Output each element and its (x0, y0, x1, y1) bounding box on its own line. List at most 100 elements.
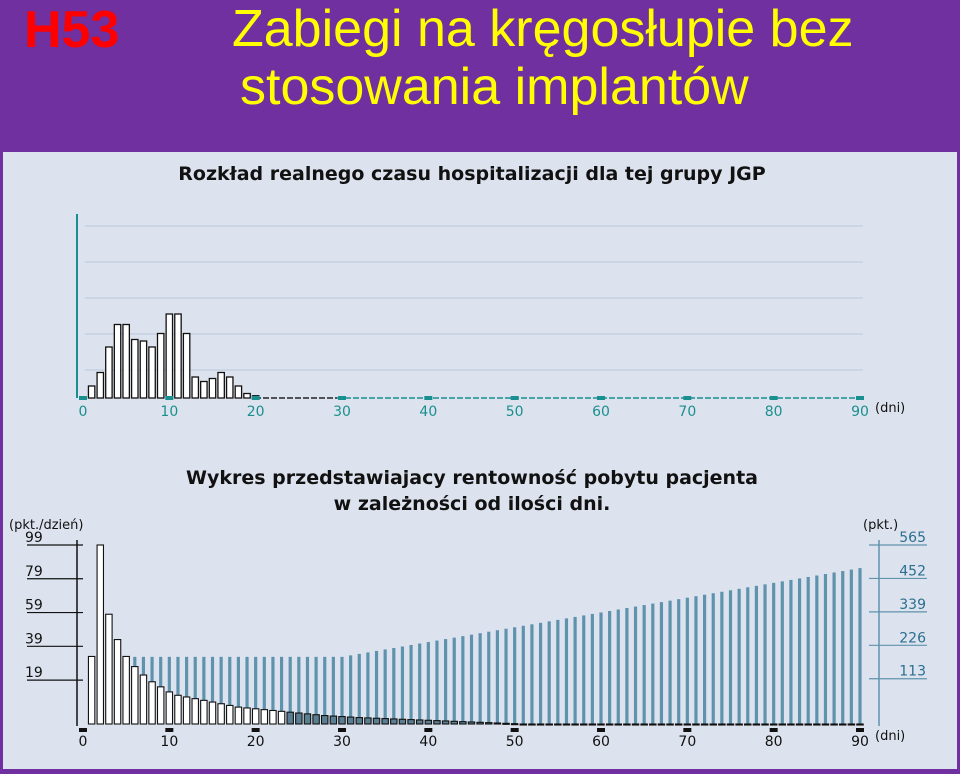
chart1-bar (96, 371, 105, 399)
chart2-bar-daily (579, 723, 588, 726)
chart2-bar-daily (838, 723, 847, 726)
chart2-x-tick-label: 60 (592, 734, 610, 750)
chart2-bar-cumulative (633, 606, 638, 724)
chart2-bar-cumulative (556, 619, 560, 724)
chart2-bar-daily (830, 723, 838, 726)
chart1-x-tick-label: 90 (851, 404, 869, 420)
chart2-bar-cumulative (703, 594, 707, 724)
chart1-bar (105, 346, 113, 399)
chart2-x-tick-mark (424, 728, 433, 732)
chart2-bar-cumulative (608, 610, 612, 724)
chart2-x-tick-mark (510, 728, 519, 732)
chart1-x-tick-label: 60 (592, 404, 610, 420)
chart2-bar-daily (467, 721, 476, 725)
chart2-bar-cumulative (262, 656, 266, 724)
chart2-right-tick-label: 113 (899, 664, 926, 680)
chart2-bar-cumulative (685, 597, 689, 724)
chart2-bar-cumulative (815, 575, 819, 724)
chart2-bar-daily (165, 691, 174, 725)
chart2-left-tick-label: 39 (25, 631, 43, 647)
chart2-bar-daily (407, 719, 415, 725)
chart2-x-tick-mark (597, 728, 605, 732)
chart2-bar-cumulative (504, 628, 508, 724)
chart2-bar-daily (269, 709, 277, 725)
chart2-bar-daily (804, 723, 812, 726)
chart2-bar-cumulative (806, 576, 810, 724)
slide-title-line2: stosowania implantów (240, 58, 749, 116)
chart2-bar-cumulative (176, 656, 180, 724)
chart2-bar-cumulative (331, 656, 335, 724)
chart2-x-tick-mark (856, 728, 864, 732)
chart2-bar-daily (338, 716, 346, 725)
chart2-bar-cumulative (228, 656, 232, 724)
chart1-x-tick-mark (510, 396, 519, 400)
chart2-bar-daily (519, 723, 528, 726)
chart2-bar-daily (674, 723, 683, 726)
chart2-bar-daily (441, 720, 450, 725)
chart2-bar-cumulative (616, 609, 620, 724)
chart1-x-tick-label: 40 (419, 404, 437, 420)
chart2-bar-cumulative (185, 656, 189, 724)
chart2-bar-cumulative (797, 578, 802, 724)
chart1-bar (165, 313, 174, 399)
chart2-bar-daily (726, 723, 735, 726)
chart2-bar-cumulative (547, 621, 551, 724)
chart2-bar-daily (372, 717, 381, 725)
chart2-x-tick-mark (769, 728, 778, 732)
chart2-right-tick-label: 339 (899, 597, 926, 613)
chart2-bar-daily (415, 719, 424, 725)
chart2-x-unit: (dni) (875, 729, 905, 744)
chart2-bar-daily (217, 703, 225, 725)
chart2-x-tick-label: 0 (79, 734, 88, 750)
chart2-bar-cumulative (564, 618, 569, 724)
chart2-bar-daily (139, 674, 148, 725)
chart2-bar-daily (390, 718, 398, 725)
chart2-bar-cumulative (746, 587, 750, 724)
chart2-right-tick-label: 452 (899, 563, 926, 579)
chart2-bar-cumulative (737, 588, 741, 724)
chart2-bar-daily (208, 701, 217, 725)
chart1-x-tick-mark (424, 396, 433, 400)
chart2-bar-cumulative (487, 631, 491, 724)
chart2-bar-cumulative (590, 613, 594, 724)
chart2-bar-cumulative (754, 585, 758, 724)
chart2-bar-cumulative (444, 639, 448, 724)
chart2-bar-cumulative (323, 656, 327, 724)
chart1-bar (113, 323, 122, 399)
chart2-bar-cumulative (642, 605, 646, 724)
chart2-bar-cumulative (694, 596, 698, 724)
chart2-bar-cumulative (452, 637, 456, 724)
chart2-bar-cumulative (711, 593, 715, 724)
chart2-x-tick-mark (79, 728, 87, 732)
chart2-bar-cumulative (720, 591, 724, 724)
chart2-bar-daily (778, 723, 787, 726)
chart1-bar (182, 332, 191, 399)
chart2-bar-cumulative (841, 571, 845, 724)
chart2-bar-daily (709, 723, 717, 726)
chart2-bar-daily (485, 722, 493, 725)
chart2-bar-daily (821, 723, 830, 726)
chart1-bar (217, 371, 225, 399)
chart2-bar-cumulative (651, 603, 655, 724)
chart2-bar-daily (320, 715, 329, 725)
chart2-bar-daily (657, 723, 666, 726)
chart2-bar-daily (761, 723, 769, 726)
chart2-bar-cumulative (478, 633, 482, 724)
slide-title: Zabiegi na kręgosłupie bez stosowania im… (232, 0, 956, 116)
chart1-bar (243, 392, 251, 399)
chart2-bar-cumulative (789, 579, 793, 724)
chart1-x-tick-mark (165, 396, 174, 400)
chart1-x-tick-mark (597, 396, 605, 400)
chart2-bar-daily (631, 723, 640, 726)
chart2-bar-daily (234, 706, 243, 725)
chart2-bar-daily (813, 723, 821, 726)
chart2-x-tick-mark (683, 728, 692, 732)
chart1-bar (234, 385, 243, 399)
chart2-bar-cumulative (513, 627, 517, 724)
chart2-bar-cumulative (193, 656, 197, 724)
chart2-x-tick-label: 70 (678, 734, 696, 750)
chart2-x-tick-mark (165, 728, 174, 732)
chart2-bar-daily (182, 696, 191, 725)
chart2-bar-cumulative (772, 582, 776, 724)
chart2-bar-cumulative (357, 653, 361, 724)
